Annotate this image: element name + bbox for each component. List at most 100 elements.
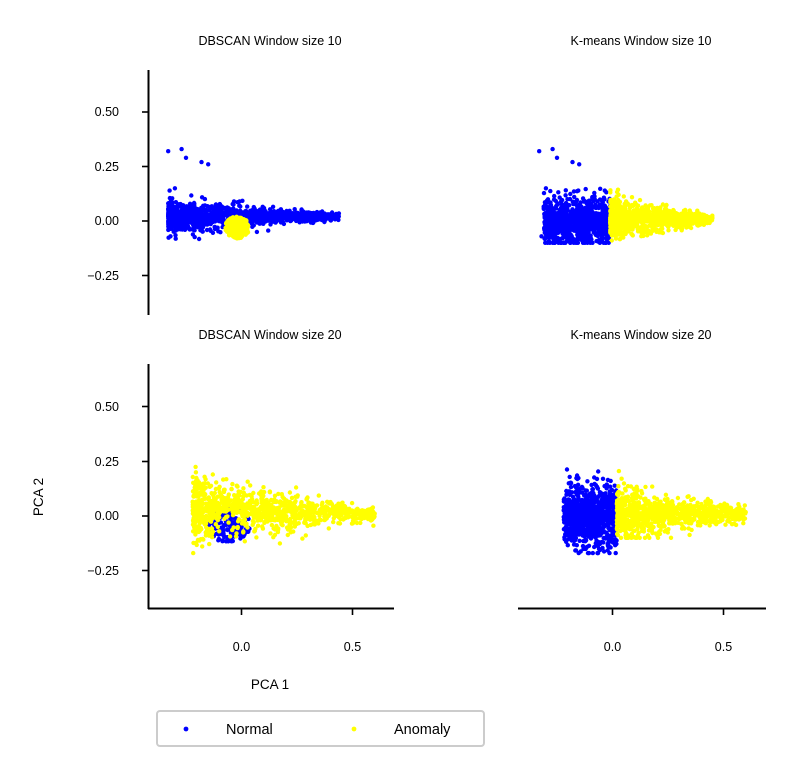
- point-normal: [183, 219, 188, 224]
- point-anomaly: [203, 530, 208, 535]
- point-anomaly: [349, 508, 355, 513]
- point-normal: [585, 233, 590, 238]
- point-anomaly: [193, 492, 198, 498]
- point-normal: [601, 213, 607, 218]
- point-normal: [325, 212, 330, 217]
- point-normal: [190, 202, 195, 207]
- panel-title-kmeans-10: K-means Window size 10: [570, 34, 711, 48]
- point-anomaly: [245, 513, 250, 518]
- point-normal: [577, 538, 582, 543]
- point-anomaly: [276, 515, 281, 520]
- point-normal: [590, 550, 595, 556]
- point-anomaly: [265, 517, 270, 523]
- point-anomaly: [196, 527, 201, 533]
- point-anomaly: [629, 215, 634, 221]
- point-normal: [570, 218, 576, 223]
- point-normal: [604, 235, 609, 240]
- point-anomaly: [331, 519, 336, 525]
- point-normal: [303, 214, 309, 219]
- point-anomaly: [191, 515, 196, 520]
- point-anomaly: [315, 510, 320, 515]
- point-anomaly: [224, 477, 229, 482]
- point-normal: [177, 211, 182, 217]
- point-anomaly: [323, 512, 329, 517]
- point-normal: [292, 207, 297, 212]
- point-anomaly: [349, 500, 355, 506]
- point-anomaly: [300, 536, 305, 541]
- point-anomaly: [326, 526, 331, 531]
- point-anomaly: [641, 228, 646, 233]
- point-normal: [550, 220, 555, 226]
- point-anomaly: [224, 220, 229, 225]
- point-normal: [178, 227, 183, 232]
- point-anomaly: [343, 504, 348, 509]
- point-anomaly: [341, 516, 346, 522]
- point-anomaly: [268, 531, 273, 536]
- point-normal: [266, 218, 271, 223]
- point-normal: [548, 200, 553, 205]
- point-anomaly: [235, 519, 241, 524]
- point-normal: [294, 215, 300, 220]
- point-normal: [235, 200, 240, 205]
- point-anomaly: [190, 529, 196, 534]
- point-normal: [603, 240, 608, 245]
- point-anomaly: [311, 504, 316, 509]
- point-anomaly: [217, 484, 222, 489]
- point-normal: [557, 220, 562, 226]
- point-anomaly: [217, 503, 222, 508]
- point-normal: [174, 222, 179, 228]
- point-normal: [166, 201, 171, 206]
- point-normal: [306, 210, 311, 215]
- point-normal: [548, 235, 553, 240]
- point-anomaly: [676, 224, 682, 229]
- point-normal: [596, 469, 601, 474]
- point-anomaly: [621, 194, 626, 199]
- point-anomaly: [193, 464, 198, 470]
- point-normal: [573, 227, 578, 232]
- point-anomaly: [313, 518, 319, 523]
- point-normal: [579, 208, 584, 213]
- point-anomaly: [637, 197, 643, 203]
- point-anomaly: [300, 508, 305, 514]
- point-normal: [217, 201, 222, 207]
- point-normal: [214, 208, 219, 213]
- point-anomaly: [356, 511, 361, 516]
- point-normal: [169, 200, 175, 205]
- point-anomaly: [688, 222, 693, 228]
- point-anomaly: [615, 187, 621, 192]
- point-normal: [307, 218, 312, 223]
- point-anomaly: [212, 498, 217, 504]
- point-normal: [550, 206, 556, 212]
- point-normal: [258, 221, 264, 226]
- point-anomaly: [697, 222, 703, 227]
- point-anomaly: [202, 517, 208, 522]
- point-anomaly: [284, 507, 289, 512]
- point-anomaly: [327, 507, 332, 512]
- point-anomaly: [630, 232, 635, 237]
- point-normal: [550, 146, 555, 152]
- point-normal: [266, 228, 271, 233]
- point-anomaly: [622, 217, 627, 222]
- point-anomaly: [241, 529, 246, 534]
- point-normal: [245, 204, 250, 209]
- point-anomaly: [646, 208, 651, 213]
- point-anomaly: [221, 503, 226, 509]
- point-normal: [541, 190, 547, 196]
- point-normal: [596, 212, 601, 217]
- point-anomaly: [671, 218, 676, 223]
- point-anomaly: [663, 204, 668, 209]
- point-normal: [216, 212, 221, 217]
- point-normal: [590, 240, 595, 245]
- point-normal: [193, 207, 199, 212]
- point-normal: [541, 204, 546, 209]
- point-anomaly: [284, 525, 290, 530]
- point-normal: [547, 240, 552, 245]
- point-normal: [258, 215, 263, 220]
- point-normal: [554, 215, 559, 220]
- point-normal: [612, 483, 617, 488]
- point-normal: [552, 240, 557, 245]
- point-normal: [172, 186, 178, 191]
- point-normal: [584, 219, 590, 224]
- point-anomaly: [203, 477, 208, 482]
- point-anomaly: [662, 217, 667, 222]
